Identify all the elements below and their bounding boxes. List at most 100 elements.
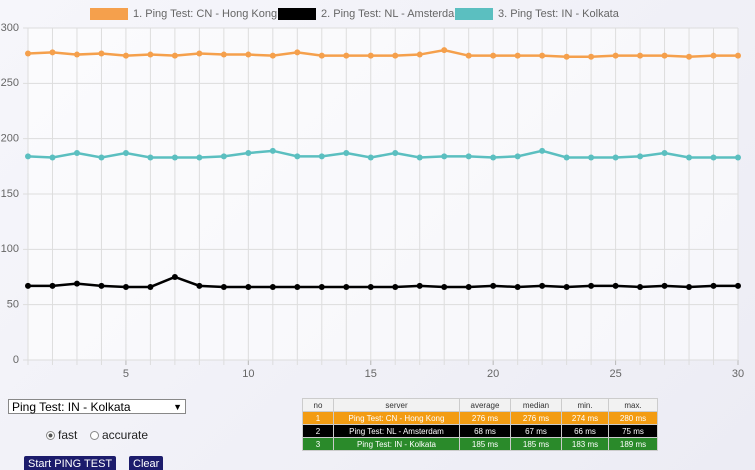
point [514,153,521,160]
point [637,283,644,290]
x-tick-label: 5 [123,368,129,380]
point [294,49,301,56]
header-row: no server average median min. max. [302,398,658,412]
point [416,154,423,161]
table-row: 3 Ping Test: IN - Kolkata 185 ms 185 ms 183 … [302,437,658,451]
cell: 189 ms [608,437,658,451]
cell: 185 ms [510,437,562,451]
clear-button[interactable]: Clear [129,456,164,470]
point [147,283,154,290]
point [490,52,497,59]
y-tick-label: 150 [1,188,19,200]
point [539,52,546,59]
point [441,283,448,290]
radio-label: fast [58,428,78,442]
point [98,282,105,289]
cell: Ping Test: IN - Kolkata [333,437,460,451]
point [514,283,521,290]
point [735,154,741,161]
point [661,150,668,157]
point [563,154,570,161]
point [465,52,472,59]
point [735,282,741,289]
series-line [27,149,738,159]
cell: 1 [302,411,334,425]
table-row: 1 Ping Test: CN - Hong Kong 276 ms 276 ms 27… [302,411,658,425]
point [269,147,276,154]
point [661,282,668,289]
point [392,283,399,290]
point [269,52,276,59]
point [318,52,325,59]
cell: 276 ms [510,411,562,425]
point [98,50,105,57]
cell: 2 [302,424,334,438]
point [122,52,129,59]
point [441,47,448,54]
point [122,283,129,290]
point [220,153,227,160]
series-line [27,48,738,59]
point [73,280,80,287]
point [465,153,472,160]
point [392,52,399,59]
point [637,153,644,160]
cell: 280 ms [608,411,658,425]
series-line [28,275,738,289]
point [367,283,374,290]
point [147,154,154,161]
point [686,283,693,290]
point [392,150,399,157]
point [245,283,252,290]
x-tick-label: 20 [487,368,499,380]
legend-swatch [278,8,316,20]
cell: 183 ms [561,437,609,451]
cell: Ping Test: CN - Hong Kong [333,411,460,425]
y-tick-label: 250 [1,77,19,89]
th: no [302,398,334,412]
point [490,154,497,161]
cell: 185 ms [459,437,511,451]
point [343,283,350,290]
point [686,154,693,161]
point [710,154,717,161]
point [710,52,717,59]
point [612,282,619,289]
point [367,52,374,59]
x-tick-label: 30 [732,368,744,380]
point [196,282,203,289]
point [98,154,105,161]
point [269,283,276,290]
point [196,50,203,57]
point [49,282,56,289]
point [612,154,619,161]
point [343,150,350,157]
point [637,52,644,59]
start-button[interactable]: Start PING TEST [24,456,117,470]
radio-label: accurate [102,428,149,442]
point [710,282,717,289]
point [73,150,80,157]
th: server [333,398,460,412]
point [539,282,546,289]
point [735,52,741,59]
point [294,283,301,290]
server-select[interactable]: Ping Test: IN - Kolkata [8,399,186,415]
th: average [459,398,511,412]
point [245,150,252,157]
th: max. [608,398,658,412]
radio-fast[interactable]: fast [46,428,77,442]
point [588,282,595,289]
cell: 67 ms [510,424,562,438]
point [318,283,325,290]
point [73,51,80,58]
point [220,51,227,58]
cell: 3 [302,437,334,451]
radio-accurate[interactable]: accurate [90,428,148,442]
y-tick-label: 200 [1,133,19,145]
cell: 68 ms [459,424,511,438]
point [490,282,497,289]
point [441,153,448,160]
